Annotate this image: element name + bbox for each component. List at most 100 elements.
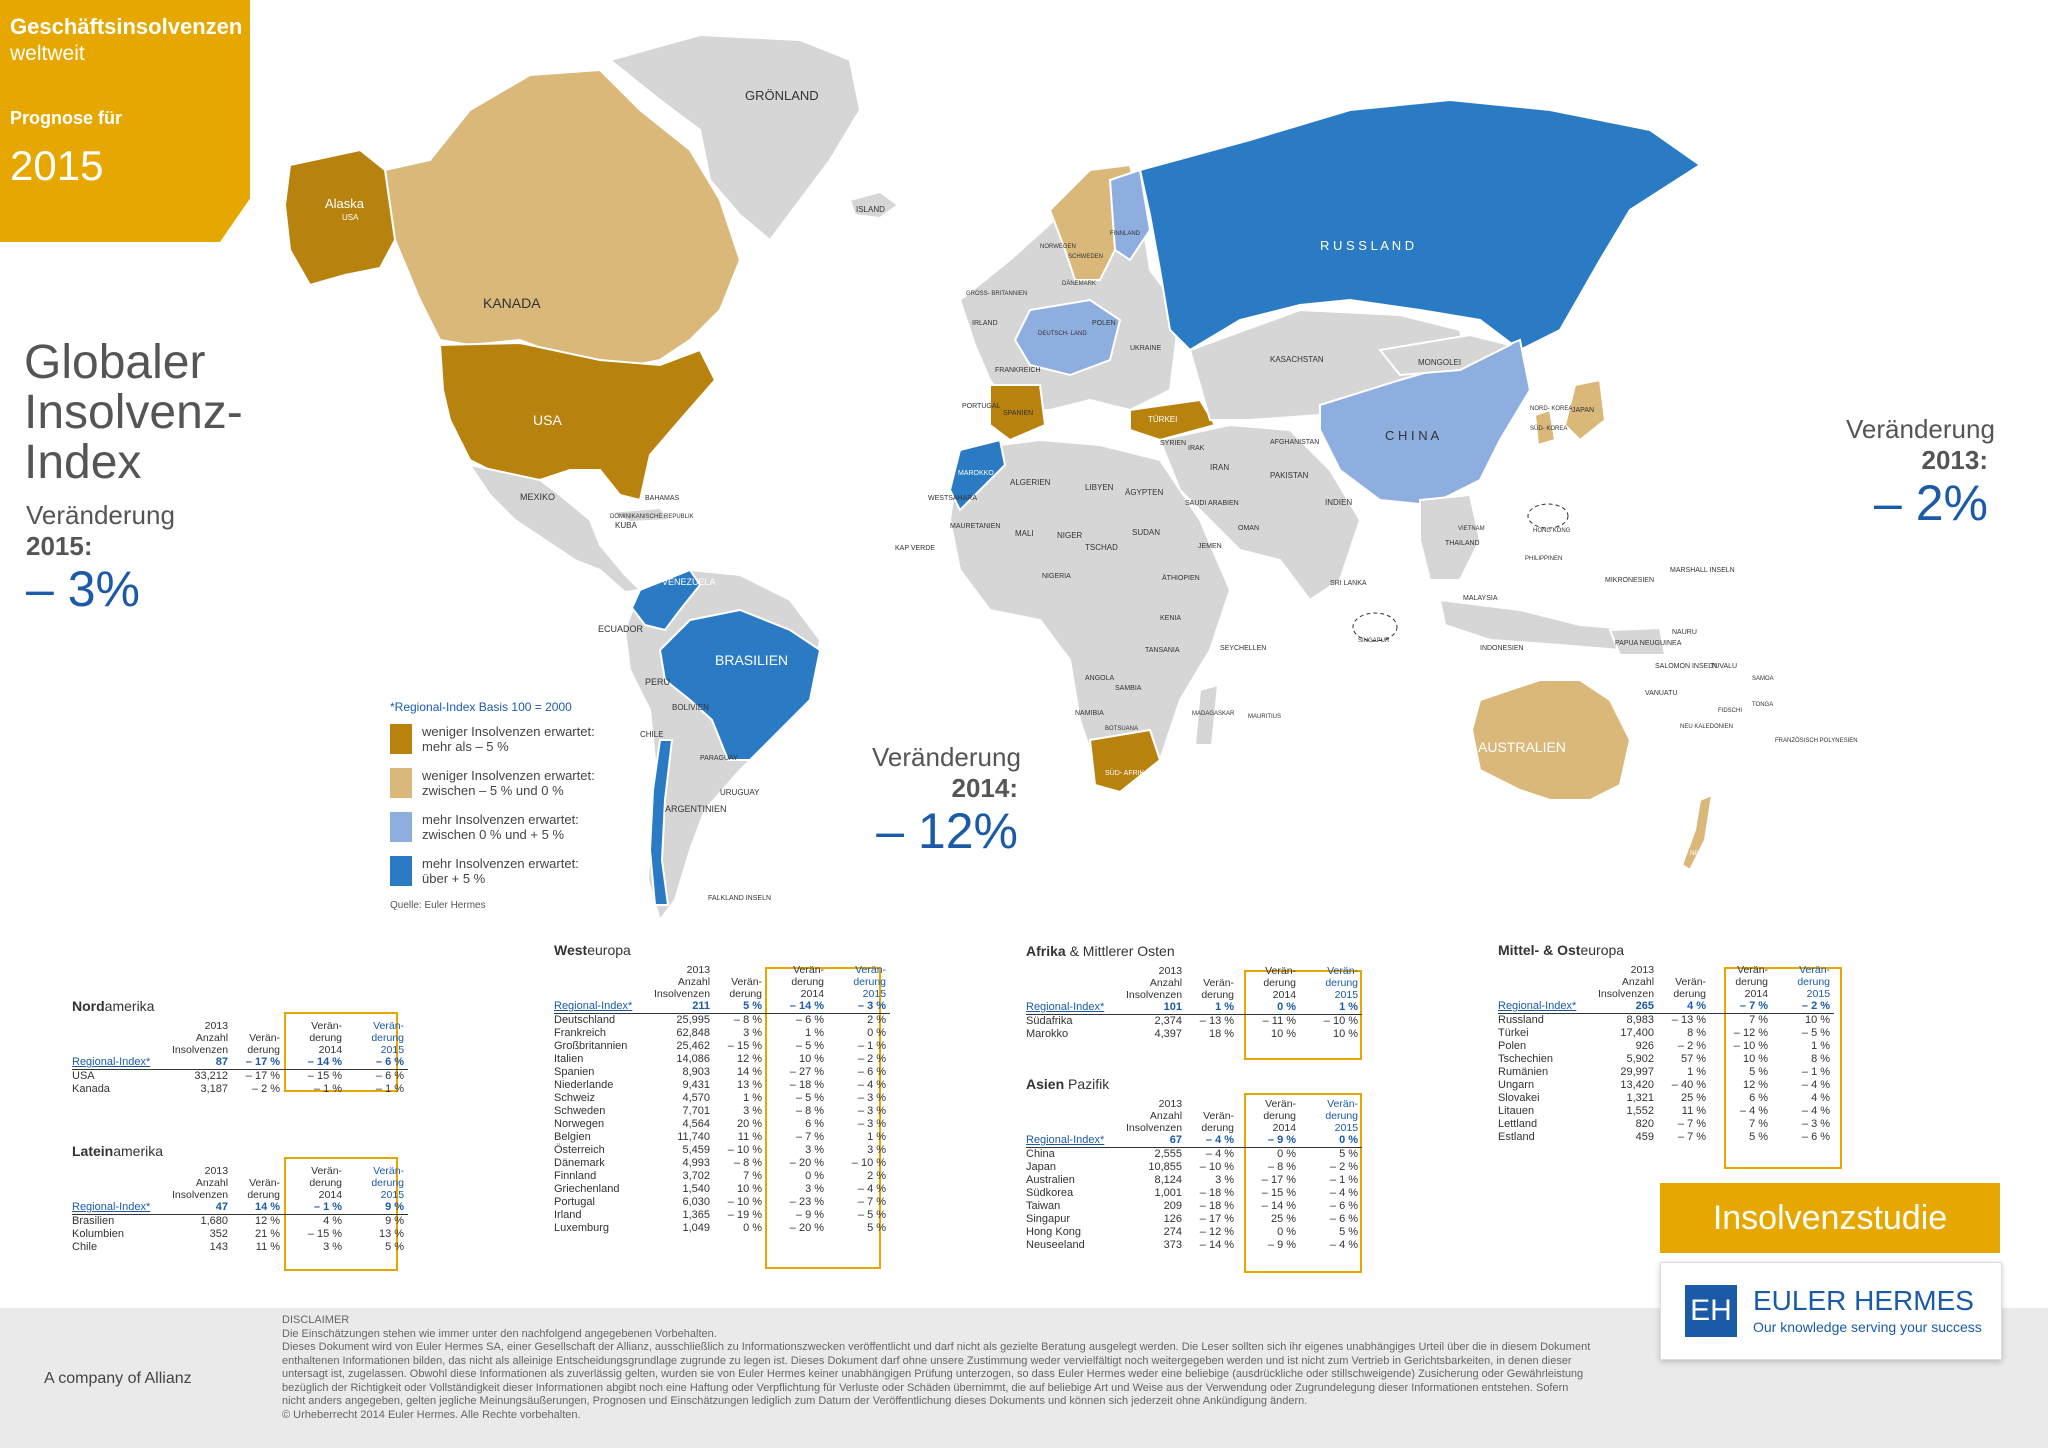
table-mittelost: Mittel- & Osteuropa 2013 Anzahl Insolvenze… [1498,942,1835,1144]
table-cell: – 3 % [1801,1118,1831,1130]
land-groenland [607,33,862,242]
table-cell: 274 [1163,1226,1183,1238]
label-kap-verde: KAP VERDE [895,545,935,552]
label-tansania: TANSANIA [1145,647,1180,654]
table-cell: USA [72,1070,95,1082]
table-cell: 8,124 [1154,1174,1183,1186]
table-cell: 13 % [378,1228,405,1240]
label-libyen: LIBYEN [1085,483,1114,492]
label-uruguay: URUGUAY [720,788,760,797]
table-cell: 1 % [743,1092,763,1104]
legend-text: über + 5 % [422,871,486,886]
table-row: Südafrika 2,374 – 13 % – 11 % – 10 % [1026,1015,1362,1029]
table-asien: Asien Pazifik 2013 Anzahl Insolvenzen Verän… [1026,1076,1363,1252]
table-cell: 6 % [1749,1092,1769,1104]
land-mongolei [1378,333,1513,377]
label-kenia: KENIA [1160,615,1181,622]
table-cell: 21 % [254,1228,281,1240]
table-cell: 3 % [805,1144,825,1156]
header-empty [1026,965,1122,1001]
table-cell: 4,564 [682,1118,711,1130]
table-cell: 1 % [1300,1001,1363,1015]
table-row: Italien 14,086 12 % 10 % – 2 % [554,1053,890,1066]
table-cell: Hong Kong [1026,1226,1082,1238]
table-cell: 10 % [736,1183,763,1195]
land-japan [1563,378,1607,442]
regional-index-row: Regional-Index* 211 5 % – 14 % – 3 % [554,1000,891,1014]
label-syrien: SYRIEN [1160,440,1186,447]
label-seychellen: SEYCHELLEN [1220,645,1266,652]
label-venezuela: VENEZUELA [662,577,716,587]
label-falkland: FALKLAND INSELN [708,895,771,902]
legend-swatch [390,768,412,798]
legend-swatch [390,812,412,842]
label-ecuador: ECUADOR [598,624,644,634]
table-cell: 8 % [1811,1053,1831,1065]
land-spanien [989,384,1047,442]
land-island [848,190,900,220]
hongkong-marker [1527,503,1569,529]
header-anzahl: 2013 Anzahl Insolvenzen [1126,1098,1183,1134]
table-cell: Südafrika [1026,1015,1073,1027]
data-table: 2013 Anzahl Insolvenzen Verän- derung Verän… [554,964,891,1235]
global-title-line-1: Globaler [24,336,206,389]
table-cell: Norwegen [554,1118,605,1130]
study-label: Insolvenzstudie [1660,1183,2000,1253]
table-cell: Türkei [1498,1027,1529,1039]
label-suedafrika: SÜD- AFRIKA [1105,769,1149,777]
table-cell: Brasilien [72,1215,115,1227]
header-2015: Verän- derung 2015 [1325,1098,1359,1134]
table-cell: – 18 % [1199,1200,1235,1212]
disclaimer-line: untersagt ist, zugelassen. Obwohl diese … [282,1368,1584,1380]
table-row: Dänemark 4,993 – 8 % – 20 % – 10 % [554,1157,890,1170]
table-cell: – 1 % [313,1083,343,1095]
table-cell: Südkorea [1026,1187,1074,1199]
label-alaska: Alaska [325,196,365,211]
table-cell: Rumänien [1498,1066,1549,1078]
label-frankreich: FRANKREICH [995,367,1041,374]
table-title: Westeuropa [554,942,631,958]
label-chile: CHILE [640,730,664,739]
banner-forecast-label: Prognose für [10,108,123,128]
table-cell: – 8 % [1267,1161,1297,1173]
disclaimer-line: © Urheberrecht 2014 Euler Hermes. Alle R… [282,1408,581,1421]
global-title-line-3: Index [24,436,142,489]
table-cell: – 2 % [857,1053,887,1065]
table-cell: – 9 % [795,1209,825,1221]
table-cell: – 11 % [1262,1015,1297,1027]
change-2013-label: Veränderung [1846,414,1995,444]
table-cell: – 8 % [733,1014,763,1026]
label-deutschland: DEUTSCH- LAND [1038,331,1087,337]
table-cell: 3 % [867,1144,887,1156]
header-empty [554,964,650,1000]
table-cell: – 12 % [1733,1027,1769,1039]
table-cell: 1,552 [1626,1105,1655,1117]
table-cell: – 6 % [375,1070,405,1082]
global-index-title: Globaler Insolvenz- Index [24,338,264,488]
table-cell: 8,983 [1626,1014,1655,1026]
table-cell: Russland [1498,1014,1544,1026]
table-cell: Portugal [554,1196,595,1208]
label-saudi: SAUDI ARABIEN [1185,500,1239,507]
table-cell: – 4 % [857,1183,887,1195]
legend-text: weniger Insolvenzen erwartet: [422,724,595,739]
label-polen: POLEN [1092,320,1116,327]
land-nahost [1158,423,1362,602]
table-cell: – 2 % [1329,1161,1359,1173]
table-cell: 3 % [805,1183,825,1195]
table-cell: Schweiz [554,1092,595,1104]
header-anzahl: 2013 Anzahl Insolvenzen [1598,964,1655,1000]
table-cell: – 4 % [1329,1187,1359,1199]
label-neuseeland: NEUSEELAND [1690,851,1731,857]
table-cell: 8 % [1687,1027,1707,1039]
table-cell: – 4 % [1801,1105,1831,1117]
table-cell: 20 % [736,1118,763,1130]
regional-index-row: Regional-Index* 67– 4 % – 9 % 0 % [1026,1134,1363,1148]
table-cell: 13 % [736,1079,763,1091]
legend-text: mehr als – 5 % [422,739,509,754]
table-cell: 12 % [1742,1079,1769,1091]
header-veraend: Verän- derung [247,1177,281,1201]
table-row: Spanien 8,903 14 % – 27 % – 6 % [554,1066,890,1079]
table-cell: 5 % [385,1241,405,1253]
table-cell: – 1 % [284,1201,347,1215]
